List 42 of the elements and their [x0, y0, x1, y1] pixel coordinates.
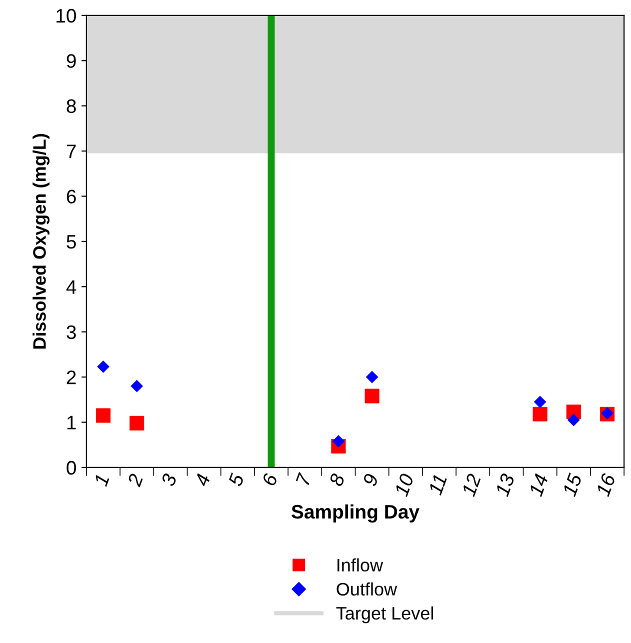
legend-label: Outflow: [336, 582, 398, 596]
y-tick-label: 6: [66, 190, 76, 204]
y-tick-label: 3: [66, 325, 76, 340]
y-tick-label: 10: [56, 8, 76, 23]
y-tick-label: 7: [66, 144, 76, 158]
point: [532, 406, 548, 422]
y-tick-label: 4: [66, 280, 76, 294]
y-tick-label: 8: [66, 99, 76, 114]
y-axis-title: Dissolved Oxygen (mg/L): [32, 134, 50, 349]
x-tick-label: 2: [126, 472, 144, 488]
x-tick-label: 3: [160, 472, 178, 487]
x-tick-label: 1: [94, 474, 110, 487]
x-tick-label: 12: [461, 472, 482, 497]
legend-label: Inflow: [338, 558, 384, 572]
point: [364, 388, 380, 404]
x-tick-label: 15: [562, 472, 582, 498]
x-tick-label: 7: [296, 472, 312, 486]
point: [130, 416, 144, 430]
point: [97, 360, 110, 373]
y-tick-label: 9: [66, 54, 76, 68]
point: [567, 414, 580, 426]
legend-label: Target Level: [336, 606, 434, 624]
point: [332, 435, 345, 448]
x-tick-label: 13: [494, 472, 515, 498]
point: [534, 396, 546, 408]
x-axis-title: Sampling Day: [292, 504, 420, 523]
point: [96, 408, 111, 423]
x-tick-label: 14: [528, 473, 548, 497]
y-tick-label: 2: [66, 370, 76, 384]
y-tick-label: 1: [67, 416, 76, 430]
y-tick-label: 5: [66, 235, 76, 249]
x-tick-label: 10: [394, 472, 414, 498]
point: [366, 370, 378, 384]
y-tick-label: 0: [66, 460, 76, 475]
x-tick-label: 9: [362, 472, 379, 487]
x-tick-label: 11: [428, 474, 447, 496]
x-tick-label: 16: [596, 472, 616, 498]
x-tick-label: 4: [194, 473, 210, 488]
x-tick-label: 5: [228, 472, 244, 487]
x-tick-label: 8: [328, 472, 346, 487]
point: [130, 380, 144, 392]
x-tick-label: 6: [262, 472, 278, 486]
